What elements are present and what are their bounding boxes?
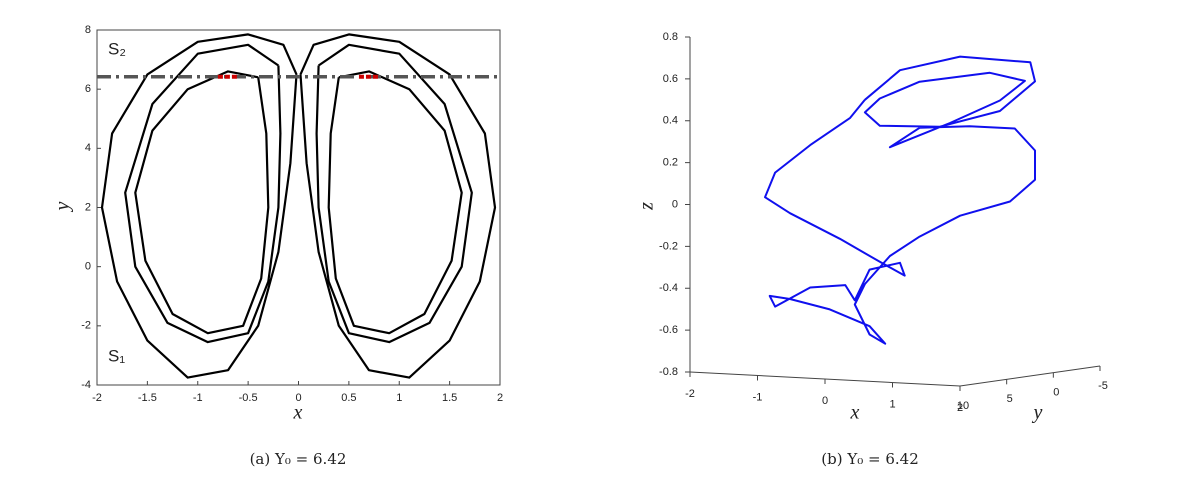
z-tick-label: 0.4 (663, 115, 678, 127)
z-tick-label: -0.4 (659, 282, 678, 294)
y-tick-label: -2 (81, 320, 91, 332)
y-tick-label: 5 (1007, 393, 1013, 405)
y-tick-label: 2 (85, 201, 91, 213)
annotation: S₁ (108, 346, 125, 365)
z-tick-label: 0 (672, 198, 678, 210)
z-tick-label: -0.2 (659, 240, 678, 252)
x-tick-label: -1 (193, 392, 203, 404)
caption: (b) Y₀ = 6.42 (821, 450, 919, 468)
y-axis-label: y (1032, 402, 1043, 424)
x-tick-label: 1 (396, 392, 402, 404)
y-tick-label: 0 (1053, 387, 1059, 399)
x-tick-label: 1 (889, 398, 895, 410)
x-tick-label: 1.5 (442, 392, 457, 404)
y-axis (959, 365, 1101, 387)
y-tick-label: 4 (85, 142, 91, 154)
x-axis-label: x (850, 402, 860, 424)
x-tick-label: 2 (957, 402, 963, 414)
annotation: S₂ (108, 39, 126, 58)
x-tick-label: -2 (685, 388, 695, 400)
caption: (a) Y₀ = 6.42 (250, 450, 347, 468)
x-axis-label: x (293, 402, 303, 424)
x-tick-label: -0.5 (239, 392, 258, 404)
x-tick-label: -2 (92, 392, 102, 404)
x-tick-label: 0 (295, 392, 301, 404)
x-tick-label: 0.5 (341, 392, 356, 404)
orbit (100, 33, 497, 379)
z-axis-label: z (636, 202, 658, 211)
z-tick-label: 0.8 (663, 31, 678, 43)
y-tick-label: 10 (957, 400, 969, 412)
y-tick-label: 6 (85, 83, 91, 95)
z-tick-label: -0.6 (659, 324, 678, 336)
y-axis-label: y (52, 201, 74, 212)
trajectory (764, 55, 1036, 345)
z-tick-label: 0.6 (663, 73, 678, 85)
y-tick-label: 0 (85, 261, 91, 273)
z-tick-label: -0.8 (659, 366, 678, 378)
x-tick-label: -1 (753, 391, 763, 403)
x-tick-label: 2 (497, 392, 503, 404)
y-tick-label: -4 (81, 379, 91, 391)
y-tick-label: 8 (85, 24, 91, 36)
plot-frame (96, 29, 501, 386)
x-tick-label: 0 (822, 395, 828, 407)
y-tick-label: -5 (1098, 380, 1108, 392)
x-tick-label: -1.5 (138, 392, 157, 404)
z-tick-label: 0.2 (663, 157, 678, 169)
